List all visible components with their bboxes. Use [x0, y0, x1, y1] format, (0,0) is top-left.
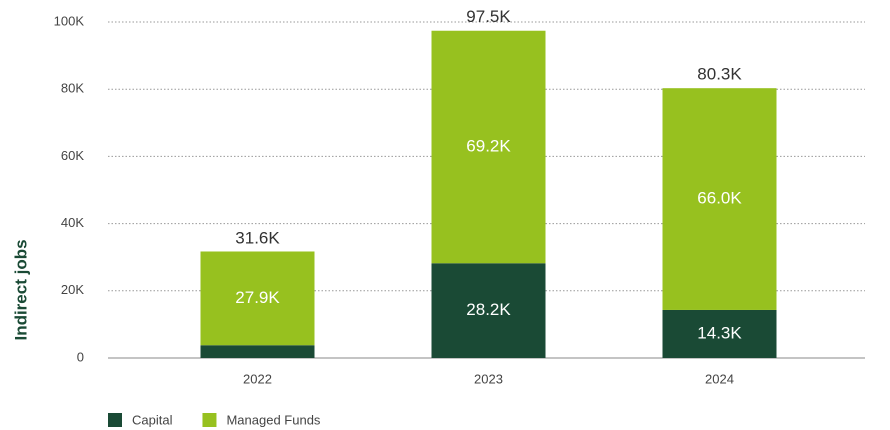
data-label: 14.3K [697, 323, 742, 342]
total-label: 80.3K [697, 65, 742, 84]
bar-segment [662, 88, 777, 310]
y-tick-label: 20K [61, 282, 84, 297]
legend-swatch [202, 413, 217, 427]
bar-segment [662, 309, 777, 358]
total-label: 97.5K [466, 7, 511, 26]
x-tick-label: 2022 [243, 371, 272, 386]
total-label: 31.6K [235, 228, 280, 247]
y-axis-label: Indirect jobs [11, 239, 30, 340]
y-tick-label: 80K [61, 81, 84, 96]
data-label: 28.2K [466, 300, 511, 319]
y-tick-label: 0 [77, 349, 84, 364]
bar-segment [431, 30, 546, 264]
data-label: 27.9K [235, 288, 280, 307]
data-label: 66.0K [697, 189, 742, 208]
x-tick-label: 2023 [474, 371, 503, 386]
legend-label: Managed Funds [226, 412, 320, 427]
y-tick-label: 100K [54, 13, 85, 28]
legend-label: Capital [132, 412, 173, 427]
y-tick-label: 40K [61, 215, 84, 230]
bar-segment [200, 345, 315, 358]
data-label: 69.2K [466, 136, 511, 155]
y-tick-label: 60K [61, 148, 84, 163]
legend-swatch [108, 413, 122, 427]
x-tick-label: 2024 [705, 371, 734, 386]
bar-segment [431, 263, 546, 358]
bar-segment [200, 251, 315, 346]
